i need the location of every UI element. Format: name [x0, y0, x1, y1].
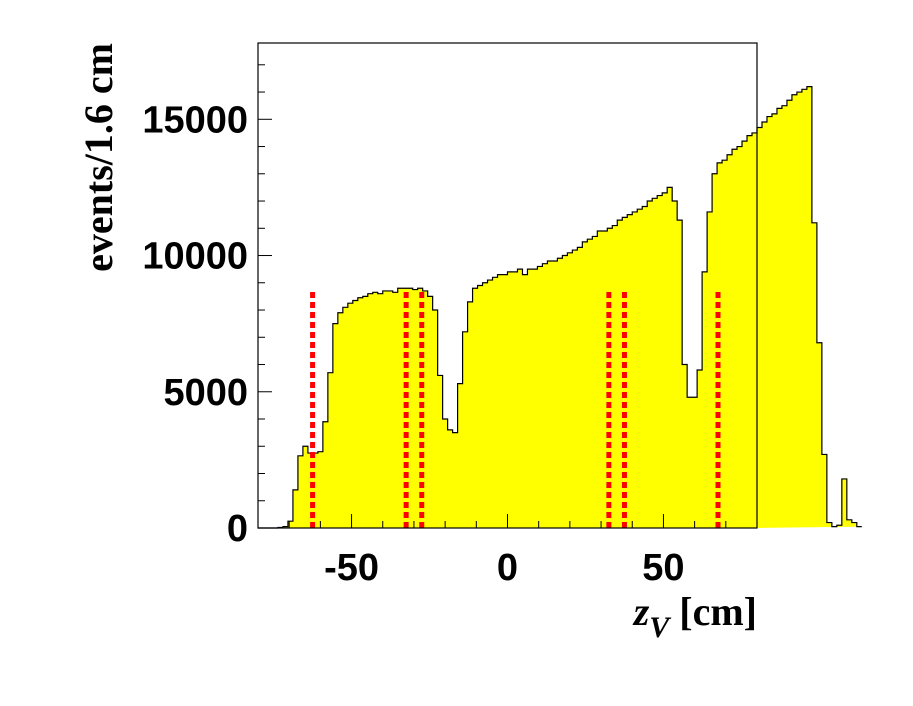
y-axis-title: events/1.6 cm — [76, 43, 121, 272]
y-tick-label: 10000 — [142, 236, 248, 278]
x-tick-label: -50 — [324, 547, 379, 589]
x-axis-title: zV [cm] — [632, 589, 757, 644]
histogram-outline — [258, 85, 862, 529]
x-tick-label: 50 — [642, 547, 684, 589]
x-axis-title-var: z — [632, 589, 650, 634]
x-axis-title-sub: V — [649, 611, 672, 644]
y-axis-ticks: 0 5000 10000 15000 — [142, 64, 272, 550]
y-tick-label: 0 — [227, 508, 248, 550]
y-tick-label: 5000 — [163, 372, 248, 414]
histogram-fill — [258, 86, 862, 528]
x-tick-label: 0 — [497, 547, 518, 589]
plot-area: -50 0 50 0 5000 10000 15000 — [142, 42, 862, 589]
x-axis-title-unit: [cm] — [669, 589, 757, 634]
x-axis-ticks: -50 0 50 — [257, 514, 758, 589]
y-tick-label: 15000 — [142, 99, 248, 141]
